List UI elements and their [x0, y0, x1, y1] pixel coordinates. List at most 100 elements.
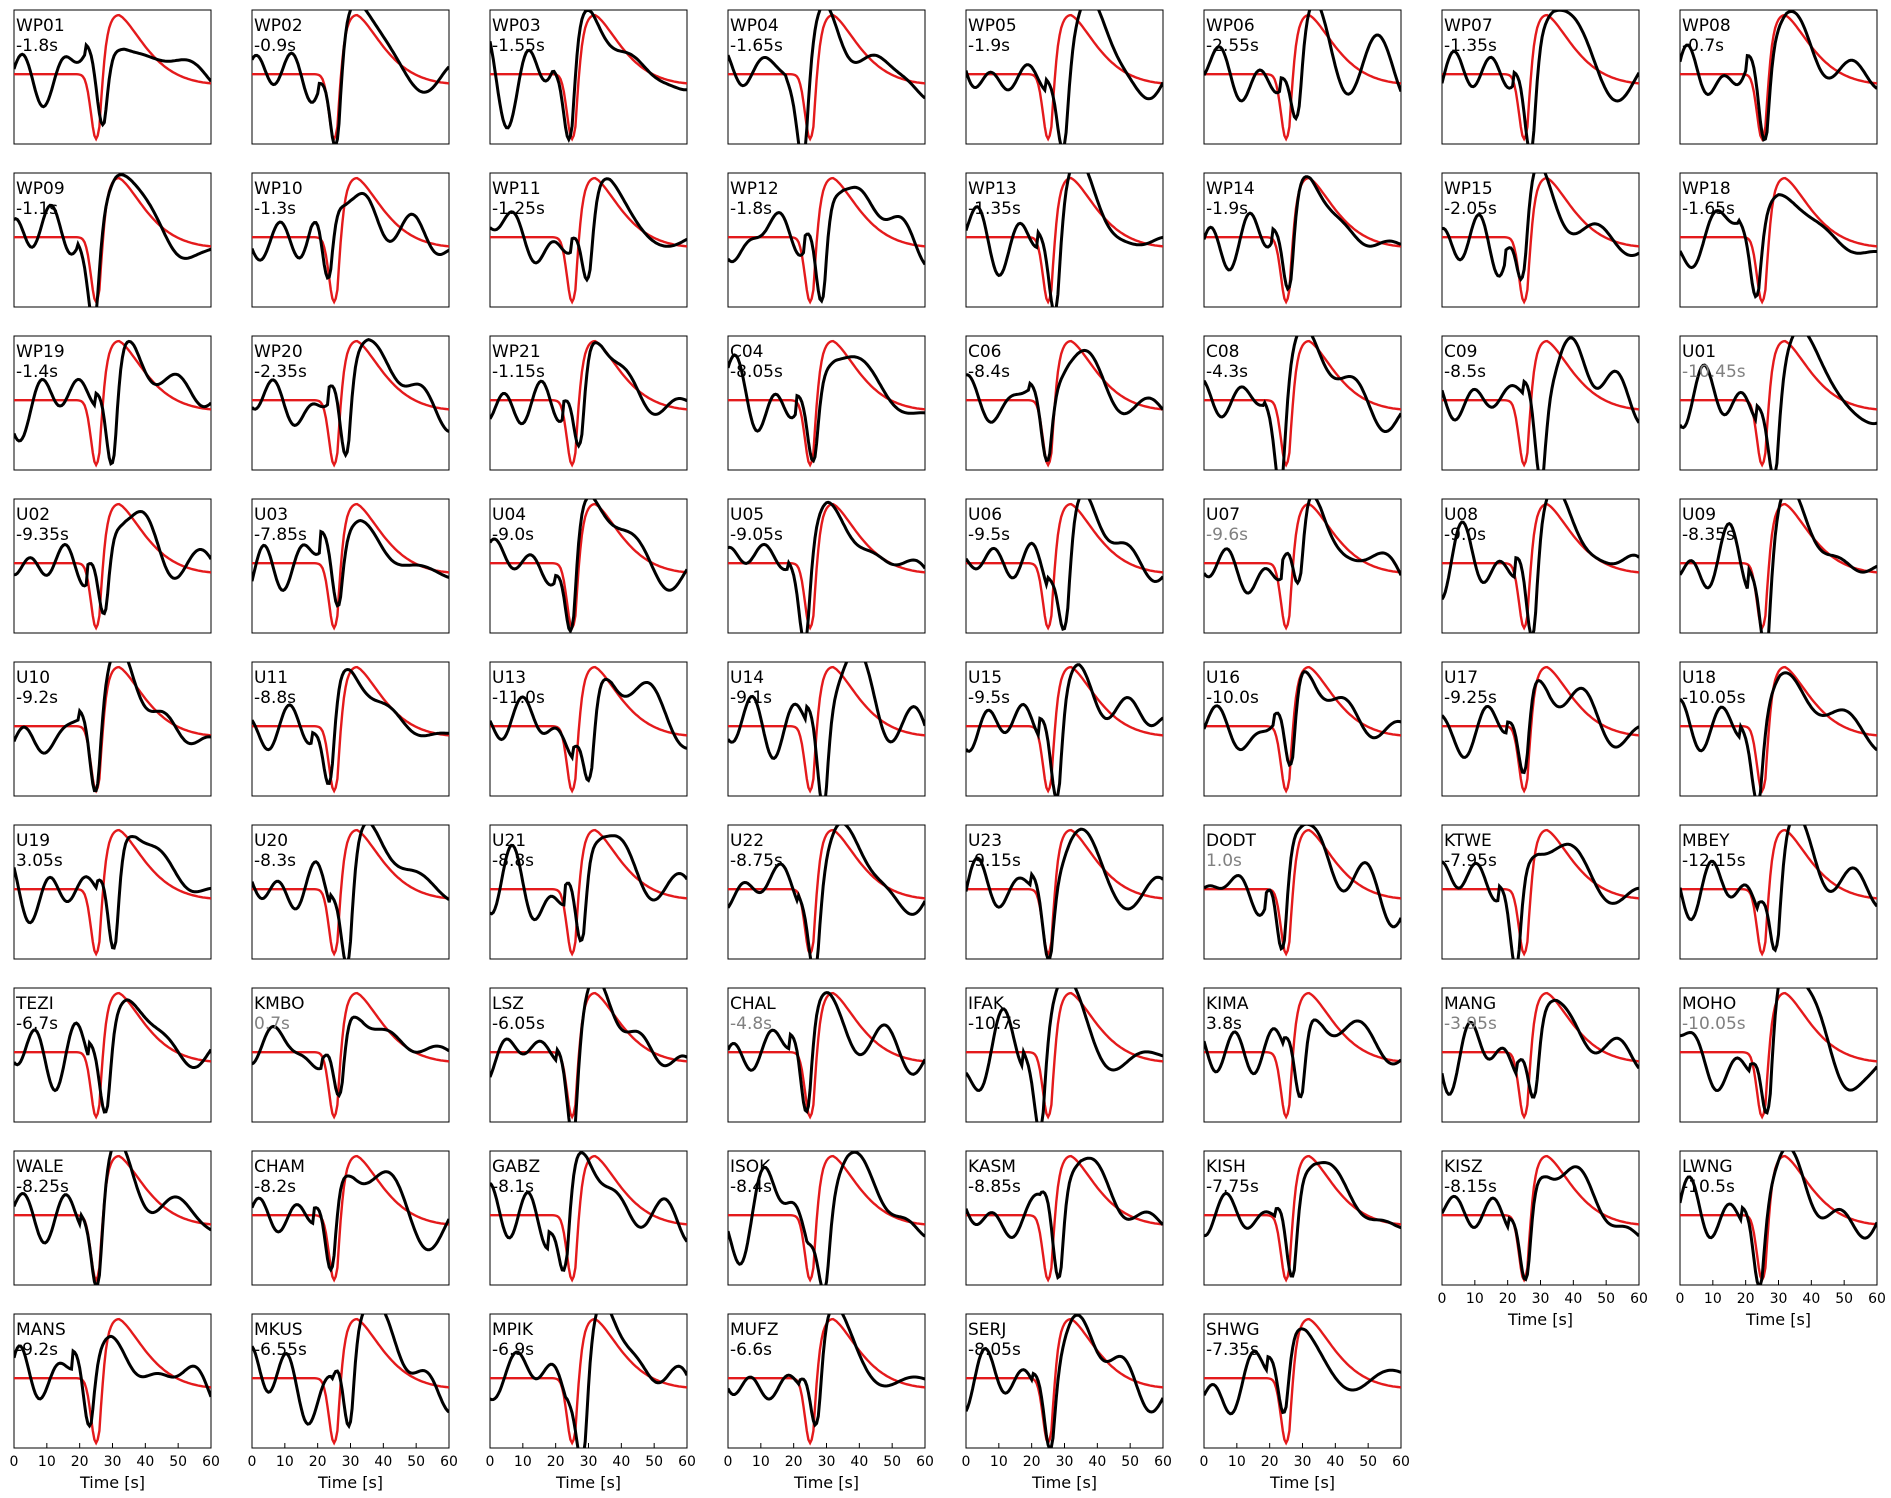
station-label: WP14 [1206, 179, 1255, 199]
observed-trace [1204, 175, 1401, 292]
observed-trace [1680, 825, 1877, 953]
observed-trace [252, 1170, 449, 1273]
observed-trace [728, 1314, 925, 1428]
panel-wp20: WP20-2.35s [251, 335, 450, 471]
x-tick-label: 20 [1261, 1454, 1279, 1470]
x-axis-label: Time [s] [555, 1473, 621, 1492]
station-label: KISH [1206, 1157, 1246, 1177]
panel-chal: CHAL-4.8s [727, 987, 926, 1123]
station-label: U19 [16, 831, 50, 851]
panel-frame [1441, 9, 1640, 145]
time-shift-label: -8.25s [16, 1177, 69, 1197]
x-tick-label: 30 [342, 1454, 360, 1470]
time-shift-label: -1.15s [492, 362, 545, 382]
observed-trace [728, 500, 925, 633]
panel-kasm: KASM-8.85s [965, 1150, 1164, 1286]
observed-trace [1442, 10, 1639, 144]
station-label: SERJ [968, 1320, 1006, 1340]
observed-trace [1204, 336, 1401, 470]
reference-trace [490, 339, 687, 468]
panel-frame [489, 1150, 688, 1286]
time-shift-label: -6.9s [492, 1340, 534, 1360]
panel-wp10: WP10-1.3s [251, 172, 450, 308]
station-label: U13 [492, 668, 526, 688]
x-tick-label: 60 [1154, 1454, 1172, 1470]
panel-frame [13, 9, 212, 145]
x-tick-label: 10 [276, 1454, 294, 1470]
time-shift-label: -10.0s [1206, 688, 1259, 708]
x-tick-label: 50 [1359, 1454, 1377, 1470]
x-axis-label: Time [s] [1031, 1473, 1097, 1492]
station-label: MUFZ [730, 1320, 779, 1340]
reference-trace [728, 339, 925, 468]
observed-trace [728, 991, 925, 1115]
panel-ktwe: KTWE-7.95s [1441, 824, 1640, 960]
observed-trace [490, 10, 687, 143]
x-tick-label: 0 [1676, 1291, 1685, 1307]
observed-trace [490, 1314, 687, 1448]
x-tick-label: 20 [71, 1454, 89, 1470]
station-label: U20 [254, 831, 288, 851]
x-tick-label: 20 [1737, 1291, 1755, 1307]
station-label: U09 [1682, 505, 1716, 525]
x-tick-label: 20 [547, 1454, 565, 1470]
panel-frame [489, 824, 688, 960]
observed-trace [1442, 173, 1639, 283]
reference-trace [1442, 1154, 1639, 1283]
panel-frame [1679, 661, 1878, 797]
panel-u16: U16-10.0s [1203, 661, 1402, 797]
station-label: MPIK [492, 1320, 534, 1340]
panel-wp06: WP06-2.55s [1203, 9, 1402, 145]
station-label: U23 [968, 831, 1002, 851]
reference-trace [252, 13, 449, 142]
reference-trace [966, 502, 1163, 631]
observed-trace [728, 1151, 925, 1285]
reference-trace [14, 1317, 211, 1446]
observed-trace [1680, 1151, 1877, 1285]
x-tick-label: 60 [1868, 1291, 1886, 1307]
observed-trace [1442, 499, 1639, 633]
station-label: DODT [1206, 831, 1257, 851]
observed-trace [490, 677, 687, 783]
station-label: U18 [1682, 668, 1716, 688]
observed-trace [14, 662, 211, 793]
observed-trace [14, 1334, 211, 1429]
time-shift-label: 1.0s [1206, 851, 1242, 871]
time-shift-label: -9.1s [730, 688, 772, 708]
station-label: KASM [968, 1157, 1016, 1177]
observed-trace [14, 173, 211, 307]
time-shift-label: -12.15s [1682, 851, 1746, 871]
time-shift-label: -2.55s [1206, 36, 1259, 56]
panel-u23: U23-9.15s [965, 824, 1164, 960]
reference-trace [966, 339, 1163, 468]
x-tick-label: 0 [10, 1454, 19, 1470]
panel-mans: MANS-9.2s 0 10 20 30 40 50 60 Time [s] [10, 1313, 220, 1492]
station-label: CHAL [730, 994, 776, 1014]
x-tick-label: 10 [38, 1454, 56, 1470]
x-tick-label: 0 [248, 1454, 257, 1470]
reference-trace [252, 1154, 449, 1283]
station-label: U14 [730, 668, 764, 688]
station-label: MANS [16, 1320, 66, 1340]
panel-frame [727, 824, 926, 960]
panel-frame [1203, 498, 1402, 634]
panel-ifak: IFAK-10.7s [965, 987, 1164, 1123]
reference-trace [728, 665, 925, 794]
panel-frame [13, 987, 212, 1123]
time-shift-label: -8.3s [254, 851, 296, 871]
x-tick-label: 40 [136, 1454, 154, 1470]
panel-wp03: WP03-1.55s [489, 9, 688, 145]
panel-frame [1679, 498, 1878, 634]
x-tick-label: 30 [1532, 1291, 1550, 1307]
reference-trace [14, 828, 211, 957]
reference-trace [1442, 176, 1639, 305]
observed-trace [1680, 10, 1877, 142]
panel-frame [727, 335, 926, 471]
station-label: WALE [16, 1157, 64, 1177]
reference-trace [966, 1154, 1163, 1283]
time-shift-label: -8.4s [730, 1177, 772, 1197]
time-shift-label: -8.35s [1682, 525, 1735, 545]
station-label: GABZ [492, 1157, 540, 1177]
x-tick-label: 50 [1835, 1291, 1853, 1307]
reference-trace [1204, 502, 1401, 631]
